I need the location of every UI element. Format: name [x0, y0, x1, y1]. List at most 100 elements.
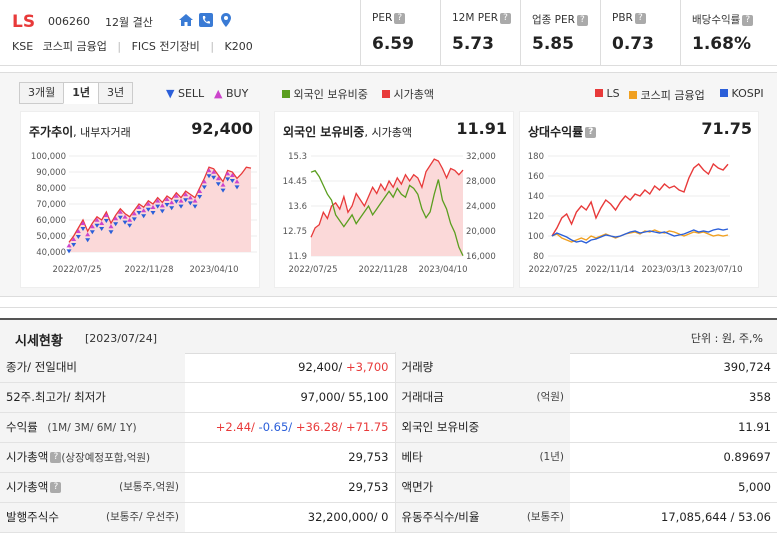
- table-date: [2023/07/24]: [85, 332, 157, 345]
- y-tick-label-left: 15.3: [288, 152, 307, 162]
- price-trend-chart: 100,000 90,000 80,000 70,000 60,000 50,000 40,…: [31, 152, 257, 275]
- help-icon[interactable]: ?: [634, 12, 646, 24]
- help-icon[interactable]: ?: [576, 14, 588, 26]
- buy-marker: [155, 198, 161, 203]
- stock-code: 006260: [48, 15, 90, 28]
- buy-marker: [122, 214, 128, 219]
- legend-market-cap: 시가총액: [382, 86, 434, 102]
- buy-marker: [80, 221, 86, 225]
- fics-label: FICS 전기장비: [131, 40, 200, 53]
- legend-sell: ▼ SELL: [166, 87, 205, 100]
- sell-marker: [127, 223, 133, 228]
- table-row: 시가총액? (상장예정포함,억원) 29,753 베타 (1년) 0.89697: [0, 442, 777, 473]
- help-icon[interactable]: ?: [585, 127, 597, 138]
- sell-marker: [94, 223, 100, 228]
- panel-title: 주가추이: [29, 125, 74, 139]
- help-icon[interactable]: ?: [742, 14, 754, 26]
- table-row: 시가총액? (보통주,억원) 29,753 액면가 5,000: [0, 472, 777, 503]
- help-icon[interactable]: ?: [50, 452, 62, 463]
- row-value: 97,000/ 55,100: [185, 382, 396, 413]
- row-value: 390,724: [570, 352, 777, 383]
- stock-header: [0, 0, 777, 66]
- buy-marker: [99, 221, 105, 225]
- phone-icon[interactable]: [198, 12, 214, 28]
- row-value: 29,753: [185, 442, 396, 473]
- buy-marker: [75, 229, 81, 233]
- help-icon[interactable]: ?: [394, 12, 406, 24]
- buy-marker: [173, 193, 179, 198]
- market-cap-line: [310, 158, 464, 238]
- sell-marker: [173, 199, 179, 204]
- legend-swatch: [629, 91, 637, 99]
- y-tick-label-right: 20,000: [466, 227, 496, 237]
- row-value: 32,200,000/ 0: [185, 502, 396, 533]
- metric-label: PER: [372, 12, 393, 24]
- tab-1y[interactable]: 1년: [63, 82, 99, 104]
- buy-marker: [178, 198, 184, 203]
- sell-marker: [178, 204, 184, 209]
- tab-3y[interactable]: 3년: [98, 82, 134, 104]
- sell-marker: [103, 219, 109, 223]
- help-icon[interactable]: ?: [500, 12, 512, 24]
- legend-buy: ▲ BUY: [214, 87, 249, 100]
- home-icon[interactable]: [178, 12, 194, 28]
- kospi-finance-return-line: [551, 229, 729, 243]
- y-tick-label: 100,000: [31, 152, 66, 162]
- row-label: 외국인 보유비중: [395, 412, 570, 443]
- row-value: 358: [570, 382, 777, 413]
- metric-value: 6.59: [372, 34, 414, 54]
- y-tick-label: 70,000: [36, 200, 66, 210]
- foreign-ratio-chart: 15.3 14.45 13.6 12.75 11.9 32,000 28,000 24,000…: [283, 152, 496, 275]
- index-label: K200: [224, 40, 253, 53]
- row-value: 5,000: [570, 472, 777, 503]
- row-label: 베타 (1년): [395, 442, 570, 473]
- y-tick-label: 80: [533, 252, 544, 262]
- buy-marker: [71, 237, 77, 241]
- table-title: 시세현황: [15, 334, 63, 349]
- y-tick-label-left: 12.75: [283, 227, 307, 237]
- market-label: KSE: [12, 40, 34, 53]
- sell-marker: [192, 204, 198, 209]
- row-value: +2.44/ -0.65/ +36.28/ +71.75: [185, 412, 396, 443]
- sell-marker: [122, 220, 128, 225]
- sell-marker-icon: ▼: [166, 87, 175, 100]
- foreign-ratio-line: [310, 169, 464, 256]
- buy-marker: [103, 213, 109, 217]
- legend-ls: LS: [595, 87, 620, 100]
- buy-marker: [234, 179, 240, 184]
- row-value: 11.91: [570, 412, 777, 443]
- legend-kospi-finance: 코스피 금융업: [629, 87, 705, 103]
- buy-marker: [187, 195, 193, 200]
- x-tick-label: 2023/03/13: [642, 265, 691, 275]
- stock-classification: KSE 코스피 금융업 | FICS 전기장비 | K200: [12, 40, 253, 53]
- price-line: [68, 166, 252, 243]
- buy-marker: [215, 176, 221, 181]
- row-value: 17,085,644 / 53.06: [570, 502, 777, 533]
- x-tick-label: 2023/04/10: [190, 265, 239, 275]
- table-row: 52주.최고가/ 최저가 97,000/ 55,100 거래대금 (억원) 358: [0, 382, 777, 413]
- tab-3m[interactable]: 3개월: [19, 82, 64, 104]
- legend-swatch: [595, 89, 603, 97]
- location-pin-icon[interactable]: [218, 12, 234, 28]
- sell-marker: [89, 230, 95, 235]
- panel-title: 상대수익률: [528, 125, 584, 139]
- row-label: 52주.최고가/ 최저가: [0, 382, 185, 413]
- metric-pbr: PBR? 0.73: [600, 0, 680, 66]
- buy-marker: [183, 192, 189, 197]
- metric-label: 업종 PER: [532, 14, 575, 26]
- y-tick-label-right: 28,000: [466, 177, 496, 187]
- sell-marker: [159, 209, 165, 214]
- x-tick-label: 2023/07/10: [694, 265, 743, 275]
- header-icons: [178, 12, 234, 28]
- row-label: 거래량: [395, 352, 570, 383]
- row-label: 거래대금 (억원): [395, 382, 570, 413]
- buy-marker: [89, 224, 95, 229]
- buy-marker: [169, 200, 175, 205]
- buy-marker: [229, 173, 235, 177]
- buy-marker: [211, 169, 217, 174]
- row-label: 발행주식수 (보통주/ 우선주): [0, 502, 185, 533]
- metric-label: PBR: [612, 12, 633, 24]
- metric-value: 5.85: [532, 34, 574, 54]
- help-icon[interactable]: ?: [50, 482, 62, 493]
- sell-marker: [169, 206, 175, 211]
